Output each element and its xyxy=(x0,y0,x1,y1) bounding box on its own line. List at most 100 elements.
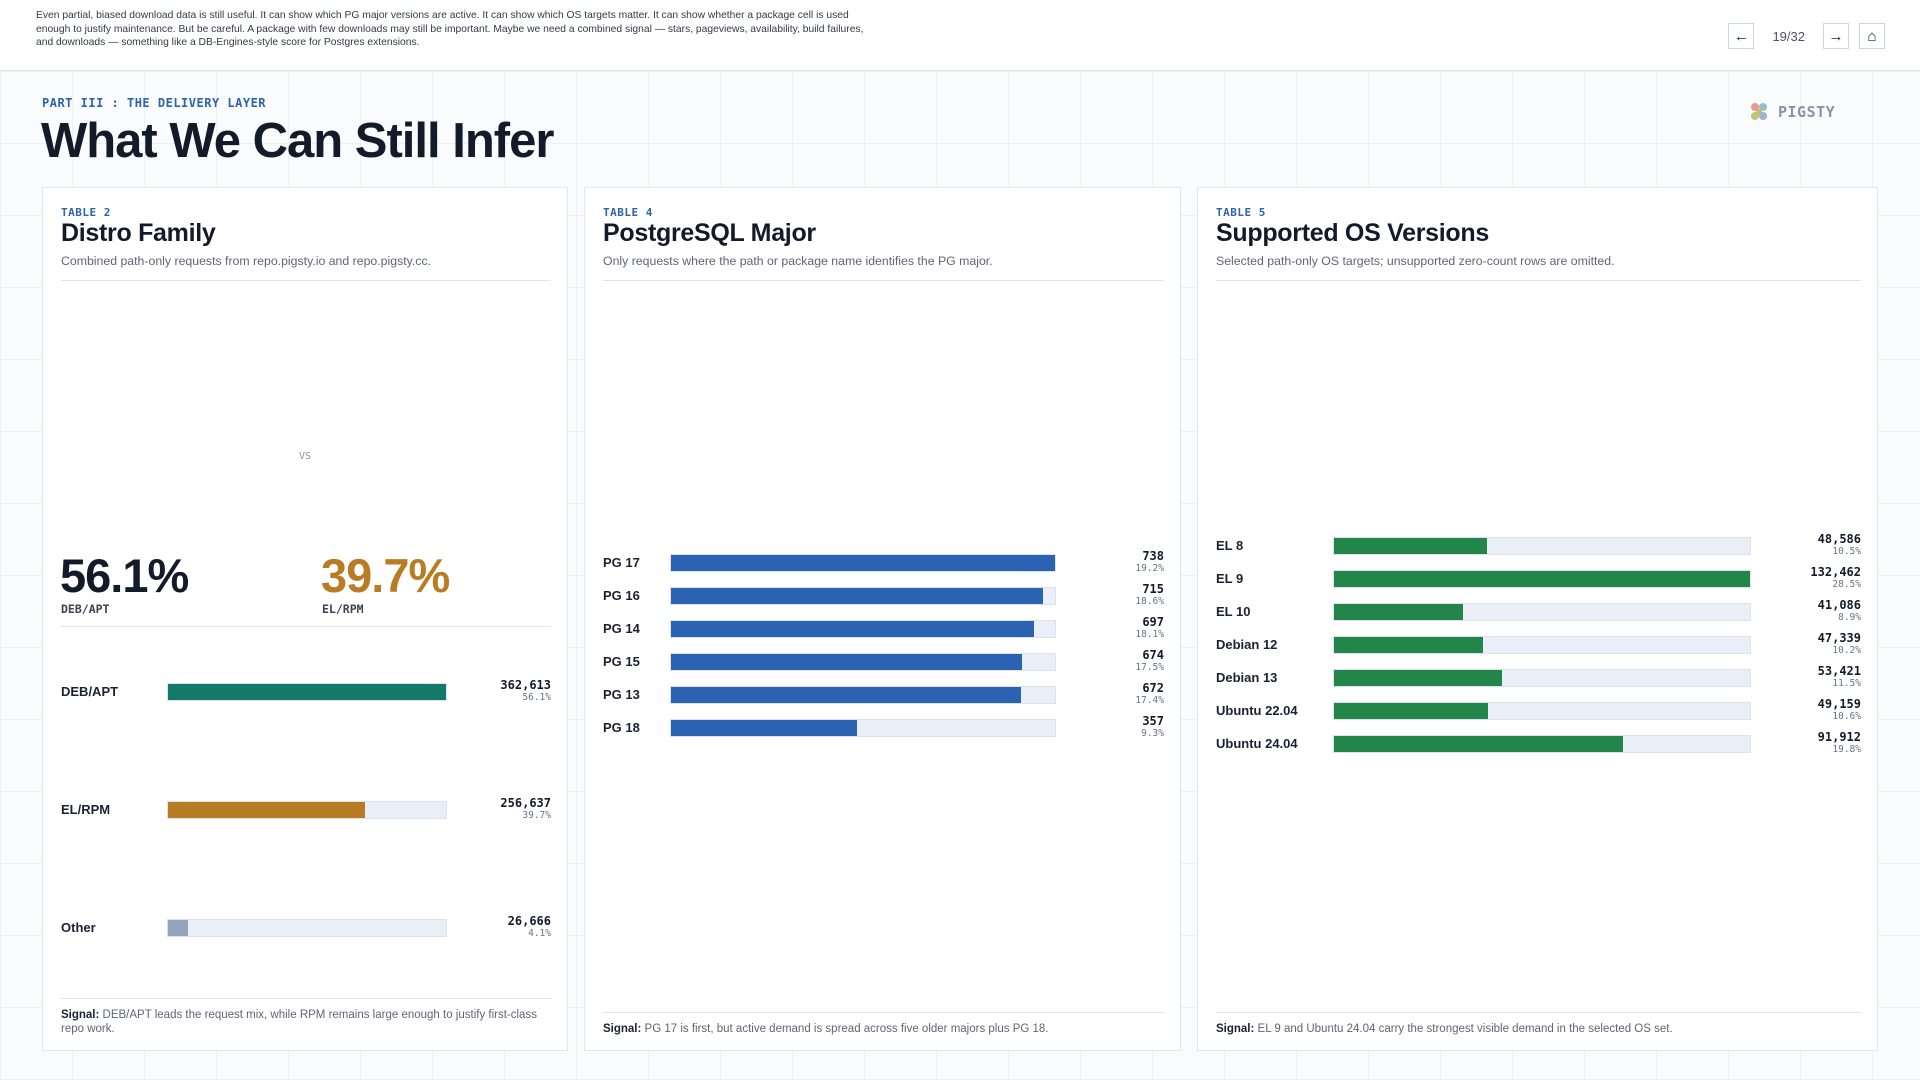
bar-percent-pg-15: 17.5% xyxy=(1135,662,1164,673)
bar-value-debian-12: 47,339 xyxy=(1817,631,1861,645)
bar-el-9 xyxy=(1334,571,1750,587)
bar-track-debian-12 xyxy=(1333,636,1751,654)
el-share-label: EL/RPM xyxy=(322,602,364,616)
deb-share-value: 56.1% xyxy=(60,549,189,602)
deb-share-label: DEB/APT xyxy=(61,602,110,616)
signal-text: PG 17 is first, but active demand is spr… xyxy=(641,1023,1049,1035)
bar-label-pg-18: PG 18 xyxy=(603,720,640,735)
signal-label: Signal: xyxy=(1216,1023,1255,1035)
bar-el-8 xyxy=(1334,538,1487,554)
divider xyxy=(603,1012,1164,1013)
card-subtitle: Combined path-only requests from repo.pi… xyxy=(61,254,432,268)
bar-ubuntu-24-04 xyxy=(1334,736,1623,752)
bar-value-pg-18: 357 xyxy=(1142,714,1164,728)
card-tag: TABLE 4 xyxy=(603,206,653,219)
arrow-right-icon[interactable]: → xyxy=(1823,23,1849,49)
bar-value-pg-16: 715 xyxy=(1142,582,1164,596)
bar-value-el-10: 41,086 xyxy=(1817,598,1861,612)
bar-track-ubuntu-22-04 xyxy=(1333,702,1751,720)
pigsty-logo-icon xyxy=(1751,103,1767,120)
bar-track-el-10 xyxy=(1333,603,1751,621)
top-bar: Even partial, biased download data is st… xyxy=(0,0,1920,71)
bar-pg-16 xyxy=(671,588,1044,604)
distro-family-card: TABLE 2 Distro Family Combined path-only… xyxy=(42,187,568,1051)
vs-label: VS xyxy=(299,451,312,462)
bar-track-pg-15 xyxy=(670,653,1056,671)
bar-track-pg-18 xyxy=(670,719,1056,737)
bar-label-pg-16: PG 16 xyxy=(603,588,640,603)
bar-label-pg-17: PG 17 xyxy=(603,555,640,570)
divider xyxy=(1216,280,1861,281)
bar-el-10 xyxy=(1334,604,1464,620)
bar-value-deb-apt: 362,613 xyxy=(500,678,551,692)
card-tag: TABLE 5 xyxy=(1216,206,1266,219)
bar-value-pg-13: 672 xyxy=(1142,681,1164,695)
bar-pg-14 xyxy=(671,621,1034,637)
pg-major-card: TABLE 4 PostgreSQL Major Only requests w… xyxy=(584,187,1181,1051)
bar-debian-12 xyxy=(1334,637,1483,653)
bar-track-el-9 xyxy=(1333,570,1751,588)
bar-label-el-rpm: EL/RPM xyxy=(61,802,111,817)
card-signal: Signal: PG 17 is first, but active deman… xyxy=(603,1022,1164,1036)
bar-percent-ubuntu-22-04: 10.6% xyxy=(1832,711,1861,722)
bar-value-pg-17: 738 xyxy=(1142,549,1164,563)
bar-track-pg-17 xyxy=(670,554,1056,572)
bar-label-el-8: EL 8 xyxy=(1216,538,1244,553)
bar-percent-other: 4.1% xyxy=(528,928,551,939)
bar-track-other xyxy=(167,919,447,937)
bar-percent-pg-13: 17.4% xyxy=(1135,695,1164,706)
bar-value-debian-13: 53,421 xyxy=(1817,664,1861,678)
card-subtitle: Only requests where the path or package … xyxy=(603,254,993,268)
bar-value-el-9: 132,462 xyxy=(1810,565,1861,579)
speaker-notes: Even partial, biased download data is st… xyxy=(36,10,864,49)
bar-label-pg-15: PG 15 xyxy=(603,654,640,669)
signal-label: Signal: xyxy=(61,1009,100,1021)
brand-logo: PIGSTY xyxy=(1748,101,1835,123)
bar-pg-13 xyxy=(671,687,1021,703)
bar-track-el-8 xyxy=(1333,537,1751,555)
bar-percent-pg-17: 19.2% xyxy=(1135,563,1164,574)
bar-pg-18 xyxy=(671,720,857,736)
bar-deb-apt xyxy=(168,684,446,700)
card-signal: Signal: DEB/APT leads the request mix, w… xyxy=(61,1008,551,1036)
slide-title: What We Can Still Infer xyxy=(41,114,554,168)
bar-label-pg-13: PG 13 xyxy=(603,687,640,702)
bar-value-ubuntu-22-04: 49,159 xyxy=(1817,697,1861,711)
divider xyxy=(603,280,1164,281)
bar-debian-13 xyxy=(1334,670,1502,686)
signal-label: Signal: xyxy=(603,1023,642,1035)
brand-name: PIGSTY xyxy=(1778,103,1836,121)
bar-label-other: Other xyxy=(61,920,96,935)
section-kicker: PART III : THE DELIVERY LAYER xyxy=(42,96,267,110)
card-title: Distro Family xyxy=(61,219,216,247)
bar-ubuntu-22-04 xyxy=(1334,703,1489,719)
bar-label-el-9: EL 9 xyxy=(1216,571,1244,586)
bar-percent-pg-18: 9.3% xyxy=(1141,728,1164,739)
bar-percent-debian-13: 11.5% xyxy=(1832,678,1861,689)
bar-pg-17 xyxy=(671,555,1055,571)
el-share-value: 39.7% xyxy=(321,549,450,602)
bar-track-pg-16 xyxy=(670,587,1056,605)
home-icon[interactable]: ⌂ xyxy=(1859,23,1885,49)
bar-percent-el-10: 8.9% xyxy=(1838,612,1861,623)
bar-label-ubuntu-22-04: Ubuntu 22.04 xyxy=(1216,703,1298,718)
card-subtitle: Selected path-only OS targets; unsupport… xyxy=(1216,254,1615,268)
bar-label-ubuntu-24-04: Ubuntu 24.04 xyxy=(1216,736,1298,751)
card-title: PostgreSQL Major xyxy=(603,219,816,247)
bar-label-el-10: EL 10 xyxy=(1216,604,1251,619)
bar-label-debian-12: Debian 12 xyxy=(1216,637,1278,652)
slide-navigation: ← 19/32 → ⌂ xyxy=(1728,23,1885,49)
arrow-left-icon[interactable]: ← xyxy=(1728,23,1755,49)
bar-percent-el-9: 28.5% xyxy=(1832,579,1861,590)
bar-percent-debian-12: 10.2% xyxy=(1832,645,1861,656)
bar-track-el-rpm xyxy=(167,801,447,819)
divider xyxy=(61,998,551,999)
card-signal: Signal: EL 9 and Ubuntu 24.04 carry the … xyxy=(1216,1022,1861,1036)
bar-track-pg-14 xyxy=(670,620,1056,638)
card-title: Supported OS Versions xyxy=(1216,219,1489,247)
bar-pg-15 xyxy=(671,654,1022,670)
bar-value-pg-15: 674 xyxy=(1142,648,1164,662)
bar-track-ubuntu-24-04 xyxy=(1333,735,1751,753)
bar-percent-el-8: 10.5% xyxy=(1832,546,1861,557)
bar-percent-el-rpm: 39.7% xyxy=(522,810,551,821)
